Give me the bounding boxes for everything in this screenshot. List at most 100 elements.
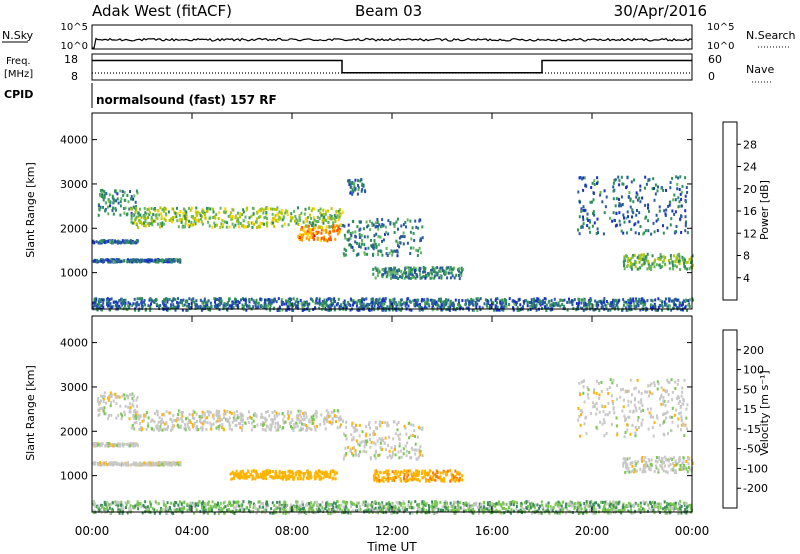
data-cell <box>93 300 96 304</box>
data-cell <box>297 206 299 210</box>
data-cell <box>162 209 165 213</box>
data-cell <box>108 442 111 446</box>
data-cell <box>265 470 268 474</box>
data-cell <box>296 219 299 223</box>
data-cell <box>372 243 375 247</box>
data-cell <box>242 414 245 418</box>
data-cell <box>170 220 173 224</box>
data-cell <box>124 462 127 466</box>
data-cell <box>391 450 394 454</box>
data-cell <box>414 452 417 456</box>
data-cell <box>307 476 310 480</box>
data-cell <box>680 394 683 398</box>
data-cell <box>559 298 562 302</box>
data-cell <box>408 308 411 312</box>
data-cell <box>667 400 670 404</box>
data-cell <box>262 305 265 309</box>
data-cell <box>434 270 437 274</box>
data-cell <box>101 394 104 398</box>
data-cell <box>530 301 533 304</box>
data-cell <box>377 253 379 257</box>
data-cell <box>402 242 405 246</box>
data-cell <box>609 303 612 307</box>
data-cell <box>393 478 395 482</box>
data-cell <box>362 302 365 306</box>
data-cell <box>436 271 439 275</box>
data-cell <box>253 301 256 305</box>
data-cell <box>550 299 553 303</box>
data-cell <box>286 210 289 214</box>
data-cell <box>678 306 681 310</box>
data-cell <box>461 474 464 478</box>
data-cell <box>400 306 403 310</box>
data-cell <box>625 458 627 462</box>
data-cell <box>633 302 636 306</box>
data-cell <box>683 378 686 382</box>
data-cell <box>677 424 679 428</box>
data-cell <box>464 303 467 307</box>
data-cell <box>637 418 639 422</box>
data-cell <box>651 262 654 266</box>
beam-title: Beam 03 <box>355 2 422 20</box>
data-cell <box>630 257 632 261</box>
data-cell <box>682 299 685 303</box>
data-cell <box>387 267 390 270</box>
data-cell <box>647 384 650 388</box>
data-cell <box>115 402 118 406</box>
data-cell <box>557 303 560 307</box>
data-cell <box>408 469 411 473</box>
data-cell <box>221 225 224 229</box>
data-cell <box>292 428 295 432</box>
data-cell <box>323 474 326 478</box>
data-cell <box>377 235 380 239</box>
data-cell <box>107 442 110 446</box>
data-cell <box>300 302 303 306</box>
data-cell <box>582 215 584 219</box>
data-cell <box>278 412 281 416</box>
data-cell <box>207 413 210 417</box>
data-cell <box>166 426 169 430</box>
data-cell <box>368 308 370 312</box>
data-cell <box>309 222 312 226</box>
data-cell <box>408 276 410 280</box>
data-cell <box>119 442 122 446</box>
data-cell <box>231 428 233 432</box>
data-cell <box>622 213 625 217</box>
data-cell <box>256 473 259 477</box>
data-cell <box>593 308 596 312</box>
data-cell <box>496 297 499 301</box>
data-cell <box>636 378 639 382</box>
data-cell <box>634 397 636 401</box>
data-cell <box>273 409 276 413</box>
data-cell <box>327 297 330 301</box>
data-cell <box>580 209 583 213</box>
data-cell <box>278 424 281 428</box>
data-cell <box>625 216 628 220</box>
data-cell <box>598 393 601 397</box>
data-cell <box>272 300 275 304</box>
data-cell <box>346 302 349 306</box>
data-cell <box>124 239 127 243</box>
data-cell <box>102 301 105 305</box>
data-cell <box>171 426 174 430</box>
data-cell <box>682 402 685 406</box>
data-cell <box>131 462 134 466</box>
data-cell <box>647 206 649 210</box>
data-cell <box>104 209 107 213</box>
data-cell <box>377 227 380 231</box>
data-cell <box>194 302 197 306</box>
data-cell <box>499 302 502 306</box>
data-cell <box>112 304 115 308</box>
data-cell <box>526 301 529 305</box>
data-cell <box>197 305 200 309</box>
data-cell <box>614 204 617 208</box>
data-cell <box>296 297 299 301</box>
data-cell <box>644 186 646 190</box>
data-cell <box>399 477 402 481</box>
data-cell <box>168 463 171 467</box>
data-cell <box>252 305 255 309</box>
data-cell <box>280 476 283 480</box>
data-cell <box>147 416 150 420</box>
data-cell <box>607 402 610 405</box>
data-cell <box>149 297 152 301</box>
